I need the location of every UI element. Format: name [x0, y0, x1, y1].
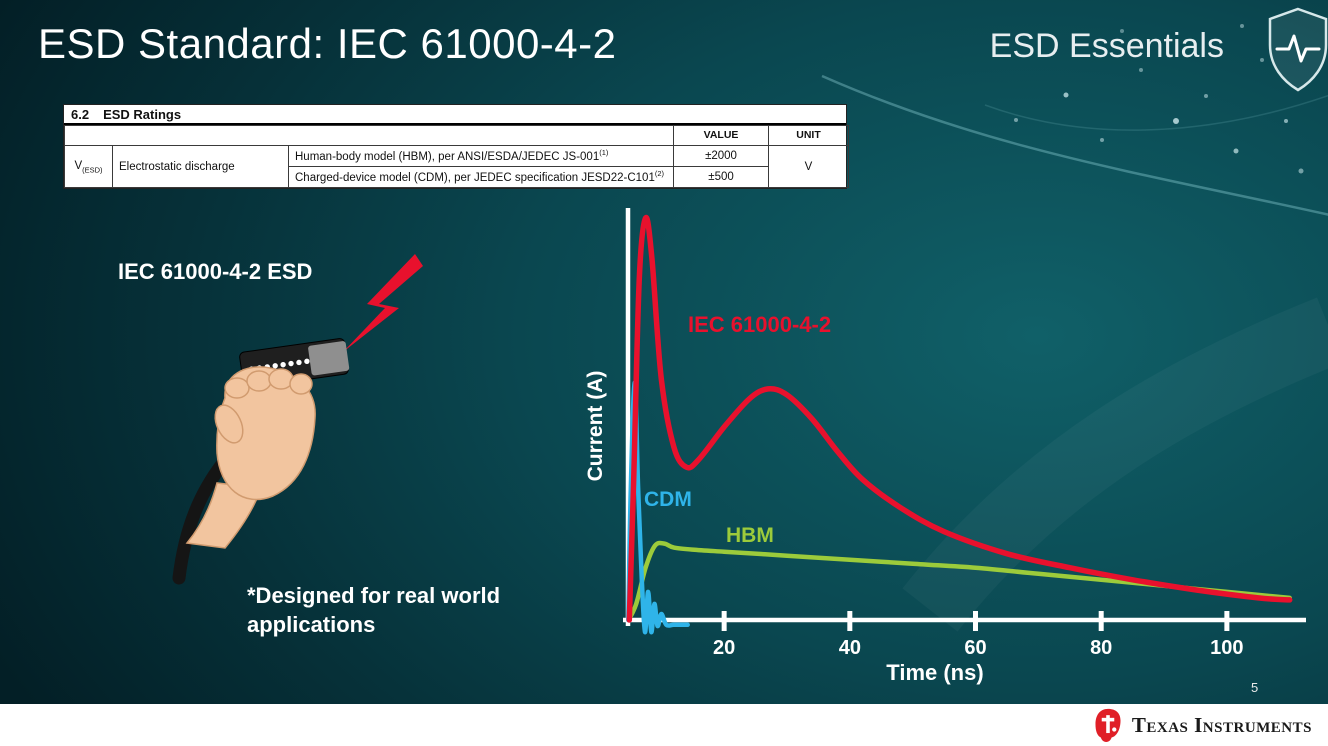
x-tick-label: 20 — [713, 637, 735, 659]
series-curve-HBM — [626, 540, 1292, 623]
rating-value-hbm: ±2000 — [673, 144, 770, 168]
table-section-number: 6.2 — [71, 107, 90, 122]
x-axis-label: Time (ns) — [886, 660, 984, 685]
series-label-iec: IEC 61000-4-2 — [688, 312, 832, 337]
lightning-bolt-icon — [343, 254, 423, 352]
param-symbol: V(ESD) — [64, 144, 113, 189]
series-brand-label: ESD Essentials — [989, 27, 1224, 65]
rating-unit: V — [768, 144, 850, 189]
ti-logo-icon — [1095, 708, 1121, 742]
hand — [185, 366, 316, 549]
empty-header-cell — [63, 125, 675, 146]
rating-description-cdm: Charged-device model (CDM), per JEDEC sp… — [287, 166, 675, 189]
hand-connector-illustration — [172, 254, 423, 585]
col-header-unit: UNIT — [768, 125, 850, 146]
series-label-hbm: HBM — [726, 524, 774, 547]
series-label-cdm: CDM — [644, 488, 692, 511]
designed-for-real-world-caption: *Designed for real world applications — [247, 583, 501, 637]
table-row: Charged-device model (CDM), per JEDEC sp… — [65, 166, 849, 189]
y-axis-label: Current (A) — [584, 370, 607, 482]
page-number: 5 — [1251, 680, 1259, 695]
esd-waveform-chart: 20 40 60 80 100 Current (A) Time (ns) IEC 61… — [560, 200, 1320, 705]
x-tick-label: 100 — [1210, 637, 1243, 659]
x-tick-label: 80 — [1090, 637, 1112, 659]
rating-description-hbm: Human-body model (HBM), per ANSI/ESDA/JE… — [287, 144, 675, 168]
iec-esd-label: IEC 61000-4-2 ESD — [118, 259, 313, 284]
series-curve-IEC 61000-4-2 — [626, 214, 1293, 623]
ti-brand: Texas Instruments — [1093, 708, 1312, 742]
param-name: Electrostatic discharge — [112, 144, 289, 189]
page-title: ESD Standard: IEC 61000-4-2 — [38, 20, 617, 67]
rating-value-cdm: ±500 — [673, 166, 770, 189]
table-row: V(ESD) Electrostatic discharge Human-bod… — [64, 144, 850, 189]
chart-canvas: 20 40 60 80 100 — [623, 208, 1306, 659]
esd-shield-pulse-icon — [1268, 7, 1328, 92]
esd-ratings-table: 6.2 ESD Ratings VALUE UNIT V(ESD) Electro… — [63, 104, 850, 190]
x-tick-label: 40 — [839, 637, 861, 659]
col-header-value: VALUE — [673, 125, 770, 146]
table-section-heading: 6.2 ESD Ratings — [64, 105, 846, 125]
ti-brand-text: Texas Instruments — [1131, 712, 1312, 737]
footer-bar: Texas Instruments — [0, 704, 1328, 746]
table-section-title: ESD Ratings — [103, 107, 182, 122]
x-tick-label: 60 — [964, 637, 986, 659]
